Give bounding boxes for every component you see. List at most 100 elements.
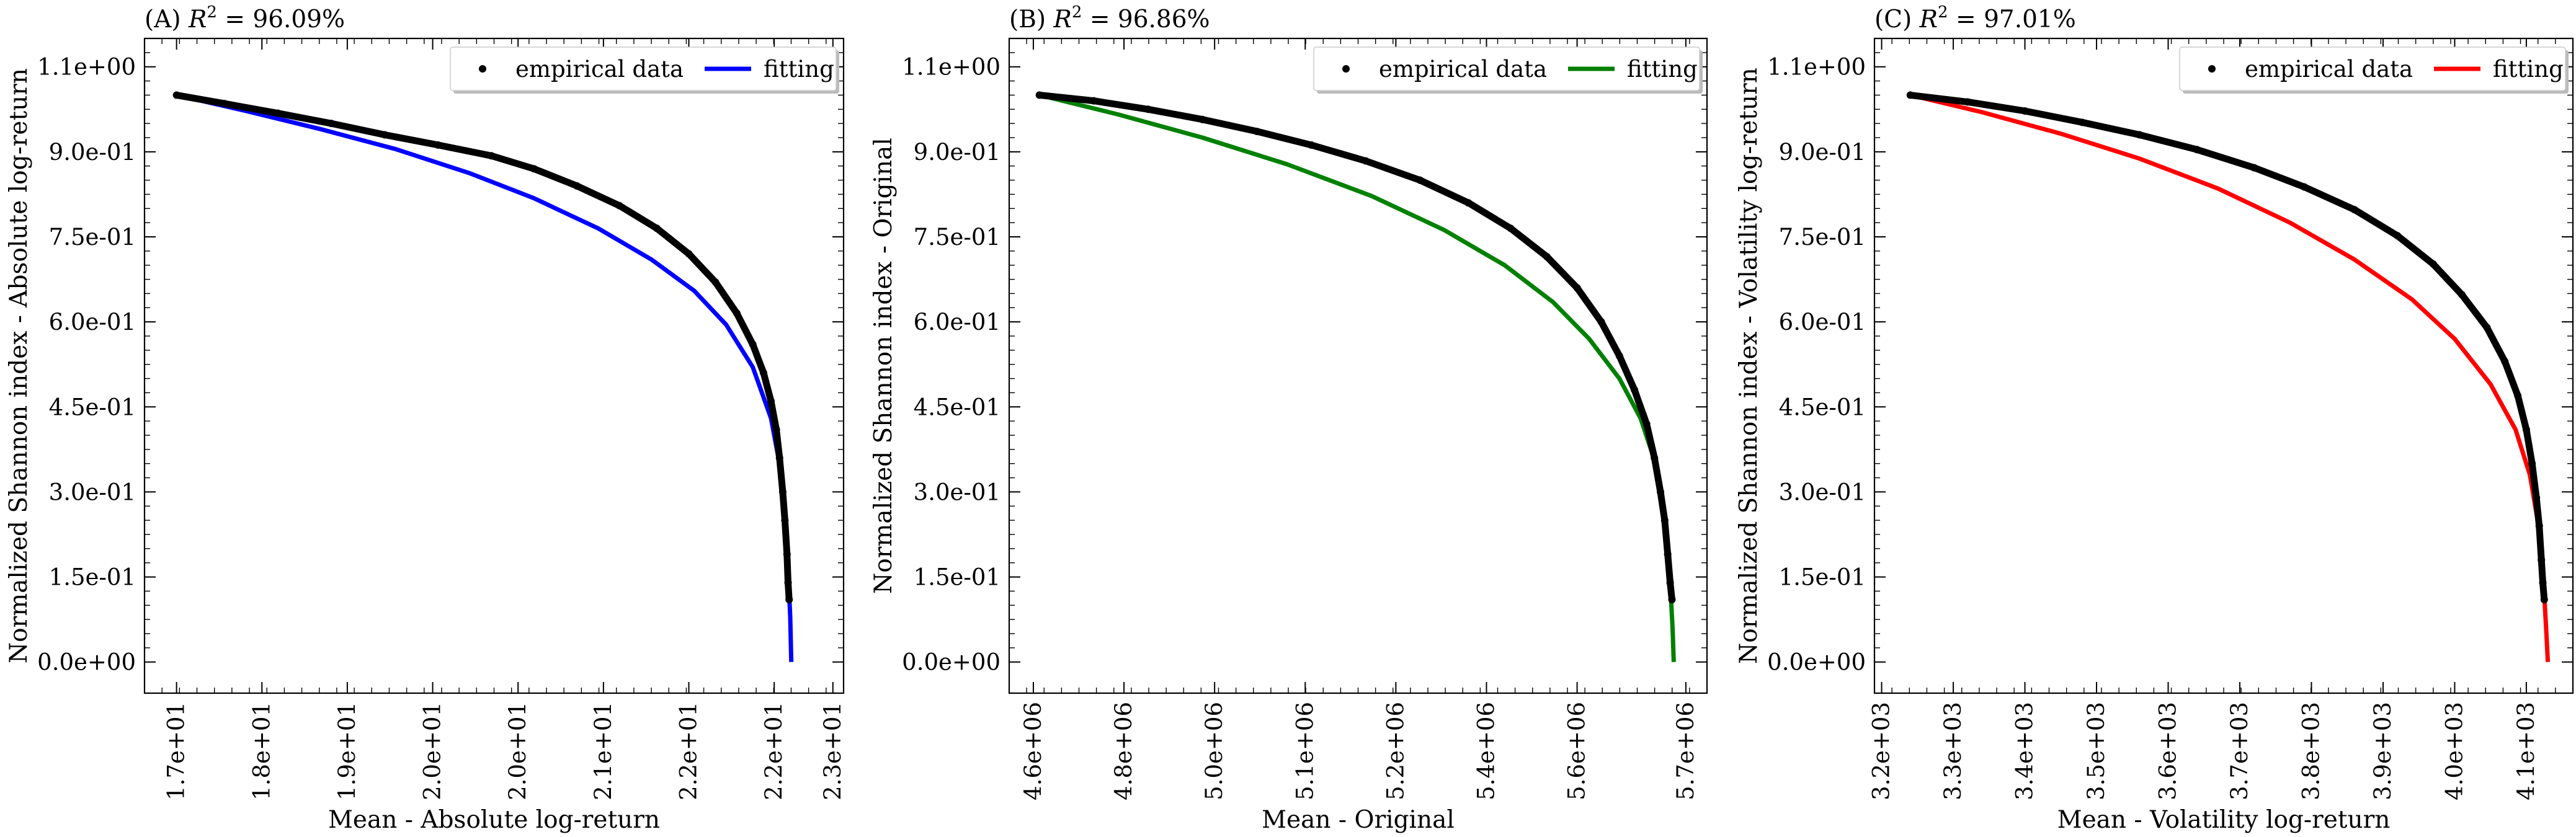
empirical-data-point [530, 165, 538, 173]
legend-label-fitting: fitting [764, 56, 834, 82]
title-superscript: 2 [1072, 3, 1082, 22]
empirical-data-point [1464, 199, 1473, 207]
empirical-data-point [2540, 596, 2548, 604]
empirical-data-point [685, 250, 693, 258]
y-tick-label: 6.0e-01 [49, 309, 136, 335]
y-tick-label: 4.5e-01 [914, 394, 1001, 420]
fitting-line [1038, 93, 1676, 662]
x-tick-label: 4.8e+06 [1110, 702, 1137, 800]
panel-title: (B) R2 = 96.86% [1009, 3, 1210, 33]
empirical-data-point [1573, 284, 1581, 292]
empirical-data-point [1416, 176, 1424, 184]
empirical-data-point [785, 596, 793, 604]
y-tick-label: 4.5e-01 [1779, 394, 1866, 420]
y-tick-label: 6.0e-01 [914, 309, 1001, 335]
empirical-data-point [221, 100, 229, 108]
empirical-data-point [1362, 157, 1370, 165]
x-tick-label: 5.2e+06 [1382, 702, 1409, 800]
empirical-data-point [781, 516, 789, 525]
x-axis-label: Mean - Absolute log-return [328, 806, 660, 834]
empirical-data-point [434, 141, 442, 149]
x-tick-label: 3.4e+03 [2012, 702, 2038, 800]
empirical-data-point [1657, 488, 1664, 496]
empirical-data-point [711, 278, 720, 286]
empirical-data-point [2538, 556, 2546, 564]
x-tick-label: 3.5e+03 [2083, 702, 2110, 800]
y-tick-label: 7.5e-01 [1779, 224, 1866, 250]
empirical-data-point [2501, 358, 2509, 366]
legend-box [450, 46, 837, 91]
y-tick-label: 1.1e+00 [37, 54, 136, 81]
empirical-data-point [2021, 107, 2029, 115]
y-tick-label: 1.1e+00 [902, 54, 1001, 81]
title-value: = 96.86% [1082, 6, 1210, 33]
empirical-data-point [653, 224, 661, 232]
empirical-data-trace [173, 91, 793, 603]
panel-b: 0.0e+00 1.5e-01 3.0e-01 4.5e-01 6.0e-01 7.5e-… [870, 3, 1708, 834]
x-tick-label: 4.6e+06 [1020, 702, 1046, 800]
panel-c: 0.0e+00 1.5e-01 3.0e-01 4.5e-01 6.0e-01 7.5e-… [1735, 3, 2574, 834]
panel-title: (A) R2 = 96.09% [145, 3, 345, 33]
x-tick-label: 1.8e+01 [248, 702, 275, 800]
empirical-data-point [1308, 141, 1316, 149]
legend-marker-empirical [2208, 65, 2216, 73]
legend: empirical data fitting [450, 46, 839, 94]
empirical-data-point [775, 454, 783, 462]
plot-frame [1008, 37, 1708, 694]
title-value: = 97.01% [1948, 6, 2076, 33]
empirical-data-point [733, 309, 741, 317]
x-tick-label: 3.7e+03 [2226, 702, 2253, 800]
y-tick-label: 3.0e-01 [49, 479, 136, 505]
empirical-data-point [2539, 578, 2547, 587]
y-tick-label: 9.0e-01 [1779, 139, 1866, 166]
empirical-data-point [772, 425, 780, 433]
y-tick-label: 7.5e-01 [49, 224, 136, 250]
y-tick-label: 9.0e-01 [49, 139, 136, 166]
y-tick-label: 3.0e-01 [914, 479, 1001, 505]
empirical-data-point [1615, 352, 1623, 360]
empirical-data-point [1144, 105, 1152, 113]
empirical-data-point [1668, 596, 1676, 604]
y-tick-label: 6.0e-01 [1779, 309, 1866, 335]
empirical-data-point [2458, 291, 2466, 299]
empirical-data-point [488, 152, 496, 160]
plot-frame [1873, 37, 2574, 694]
legend-label-empirical: empirical data [2245, 56, 2413, 82]
legend-box [1313, 46, 1700, 91]
empirical-data-point [1964, 98, 1972, 106]
title-prefix: (B) [1009, 6, 1054, 33]
y-tick-label: 4.5e-01 [49, 394, 136, 420]
empirical-data-point [2250, 164, 2258, 172]
y-tick-label: 7.5e-01 [914, 224, 1001, 250]
empirical-data-point [783, 551, 791, 558]
y-tick-label: 9.0e-01 [914, 139, 1001, 166]
empirical-data-trace [1907, 91, 2548, 603]
x-tick-label: 2.0e+01 [504, 702, 531, 800]
empirical-data-point [2522, 425, 2530, 433]
empirical-data-point [2483, 324, 2491, 332]
x-tick-label: 4.0e+03 [2441, 702, 2467, 800]
title-value: = 96.09% [217, 6, 345, 33]
y-tick-label: 0.0e+00 [37, 649, 136, 676]
empirical-data-point [573, 182, 581, 190]
empirical-data-point [381, 131, 389, 139]
empirical-data-point [1035, 91, 1043, 99]
x-tick-label: 5.6e+06 [1564, 702, 1590, 800]
title-r-symbol: R [1919, 6, 1938, 33]
empirical-data-point [2136, 131, 2144, 139]
y-tick-label: 1.5e-01 [914, 564, 1001, 591]
empirical-data-point [1651, 454, 1659, 462]
empirical-data-point [784, 578, 792, 587]
y-tick-label: 1.5e-01 [49, 564, 136, 591]
empirical-data-point [749, 340, 757, 348]
empirical-data-point [2535, 522, 2543, 530]
x-tick-label: 5.1e+06 [1291, 702, 1318, 800]
empirical-data-point [2300, 183, 2308, 191]
x-tick-label: 5.0e+06 [1201, 702, 1228, 800]
y-tick-label: 1.5e-01 [1779, 564, 1866, 591]
x-axis-label: Mean - Original [1262, 806, 1455, 834]
empirical-data-point [1906, 91, 1914, 99]
empirical-data-point [1198, 115, 1206, 123]
x-axis-label: Mean - Volatility log-return [2057, 806, 2391, 834]
x-tick-label: 3.9e+03 [2369, 702, 2396, 800]
